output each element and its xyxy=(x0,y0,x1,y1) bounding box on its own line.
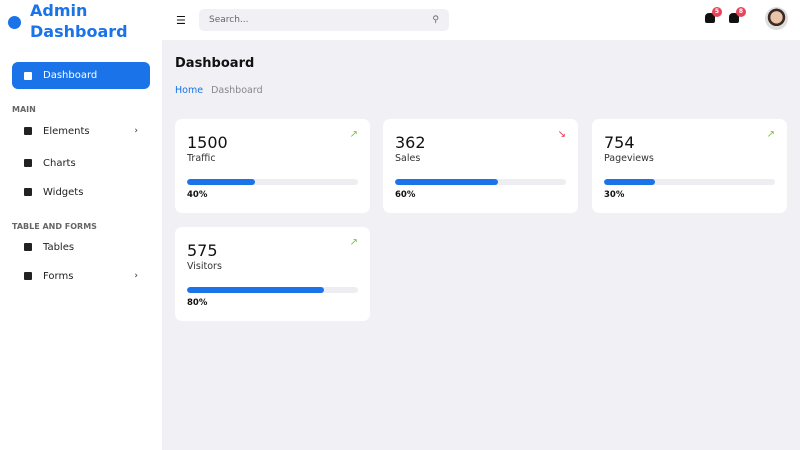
progress-bar xyxy=(187,287,358,293)
breadcrumb-home[interactable]: Home xyxy=(175,85,204,96)
chevron-right-icon: › xyxy=(134,126,138,136)
sidebar-item-label: Forms xyxy=(43,270,74,282)
avatar[interactable] xyxy=(765,7,788,30)
stat-card: 754 Pageviews ↗ 30% xyxy=(592,119,787,213)
sidebar: Admin Dashboard Dashboard MAIN Elements ›… xyxy=(0,0,162,450)
progress-fill xyxy=(604,179,656,185)
sidebar-item-forms[interactable]: Forms › xyxy=(12,264,150,288)
sidebar-item-elements[interactable]: Elements › xyxy=(12,119,150,143)
stat-label: Traffic xyxy=(187,153,216,164)
sidebar-item-widgets[interactable]: Widgets xyxy=(12,180,150,204)
trend-up-icon: ↗ xyxy=(766,129,775,140)
sidebar-item-label: Charts xyxy=(43,157,76,169)
page-title: Dashboard xyxy=(175,56,255,71)
logo[interactable]: Admin Dashboard xyxy=(8,0,130,42)
stat-value: 754 xyxy=(604,133,635,152)
trend-down-icon: ↘ xyxy=(557,129,566,140)
section-title-table-forms: TABLE AND FORMS xyxy=(12,222,97,231)
sidebar-item-label: Dashboard xyxy=(43,70,98,81)
inbox-icon xyxy=(24,127,32,135)
progress-fill xyxy=(395,179,498,185)
progress-percent: 80% xyxy=(187,298,208,308)
search-icon[interactable]: ⚲ xyxy=(432,15,439,25)
progress-bar xyxy=(395,179,566,185)
chat-icon[interactable] xyxy=(729,13,739,23)
search-placeholder: Search... xyxy=(209,15,249,25)
breadcrumb: Home Dashboard xyxy=(175,85,263,96)
breadcrumb-current: Dashboard xyxy=(211,85,263,96)
progress-fill xyxy=(187,179,256,185)
progress-bar xyxy=(187,179,358,185)
stat-card: 362 Sales ↘ 60% xyxy=(383,119,578,213)
dashboard-icon xyxy=(24,71,32,80)
search-input[interactable]: Search... ⚲ xyxy=(199,9,449,31)
stat-label: Pageviews xyxy=(604,153,654,164)
sidebar-item-label: Elements xyxy=(43,125,90,137)
sidebar-item-dashboard[interactable]: Dashboard xyxy=(12,62,150,89)
chevron-right-icon: › xyxy=(134,271,138,281)
sidebar-item-label: Tables xyxy=(43,241,75,253)
topbar: ☰ Search... ⚲ 5 8 xyxy=(162,0,800,40)
stat-value: 362 xyxy=(395,133,426,152)
notification-badge: 5 xyxy=(712,7,722,17)
table-icon xyxy=(24,243,32,251)
progress-percent: 60% xyxy=(395,190,416,200)
progress-bar xyxy=(604,179,775,185)
bell-icon[interactable] xyxy=(705,13,715,23)
widgets-icon xyxy=(24,188,32,196)
sidebar-item-charts[interactable]: Charts xyxy=(12,151,150,175)
stat-card: 575 Visitors ↗ 80% xyxy=(175,227,370,321)
section-title-main: MAIN xyxy=(12,105,36,114)
smiley-icon xyxy=(8,15,21,29)
stat-value: 1500 xyxy=(187,133,228,152)
progress-percent: 40% xyxy=(187,190,208,200)
stat-label: Visitors xyxy=(187,261,222,272)
progress-fill xyxy=(187,287,324,293)
trend-up-icon: ↗ xyxy=(349,237,358,248)
app-title: Admin Dashboard xyxy=(30,1,128,41)
chart-icon xyxy=(24,159,32,167)
stat-card: 1500 Traffic ↗ 40% xyxy=(175,119,370,213)
sidebar-item-tables[interactable]: Tables xyxy=(12,235,150,259)
stat-label: Sales xyxy=(395,153,421,164)
progress-percent: 30% xyxy=(604,190,625,200)
clipboard-icon xyxy=(24,272,32,280)
stat-value: 575 xyxy=(187,241,218,260)
trend-up-icon: ↗ xyxy=(349,129,358,140)
menu-icon[interactable]: ☰ xyxy=(176,14,186,27)
message-badge: 8 xyxy=(736,7,746,17)
sidebar-item-label: Widgets xyxy=(43,186,84,198)
